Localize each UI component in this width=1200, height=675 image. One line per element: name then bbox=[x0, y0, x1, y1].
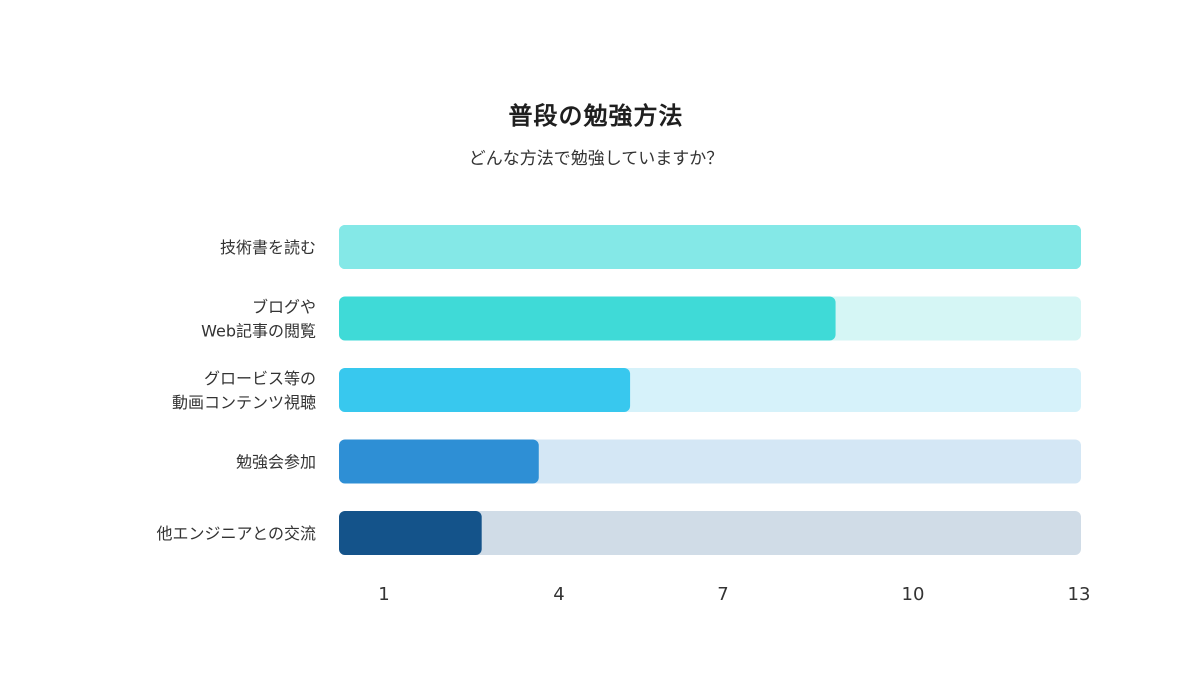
chart-subtitle: どんな方法で勉強していますか？ bbox=[468, 149, 724, 169]
category-label: 他エンジニアとの交流 bbox=[156, 524, 316, 543]
category-label: Web記事の閲覧 bbox=[201, 322, 316, 341]
x-tick-label: 4 bbox=[553, 584, 564, 605]
category-label: ブログや bbox=[252, 298, 316, 317]
bar bbox=[339, 296, 836, 341]
category-label: 動画コンテンツ視聴 bbox=[172, 393, 316, 412]
chart-title: 普段の勉強方法 bbox=[508, 102, 684, 130]
x-tick-label: 13 bbox=[1068, 584, 1091, 605]
bar bbox=[339, 511, 482, 555]
category-label: 技術書を読む bbox=[220, 238, 316, 257]
bar bbox=[339, 439, 539, 484]
bar-track bbox=[339, 511, 1081, 555]
x-tick-label: 7 bbox=[717, 584, 728, 605]
category-label: グロービス等の bbox=[204, 369, 316, 388]
x-tick-label: 1 bbox=[378, 584, 389, 605]
x-tick-label: 10 bbox=[902, 584, 925, 605]
bar bbox=[339, 225, 1081, 269]
bar bbox=[339, 368, 631, 412]
category-label: 勉強会参加 bbox=[236, 453, 316, 472]
